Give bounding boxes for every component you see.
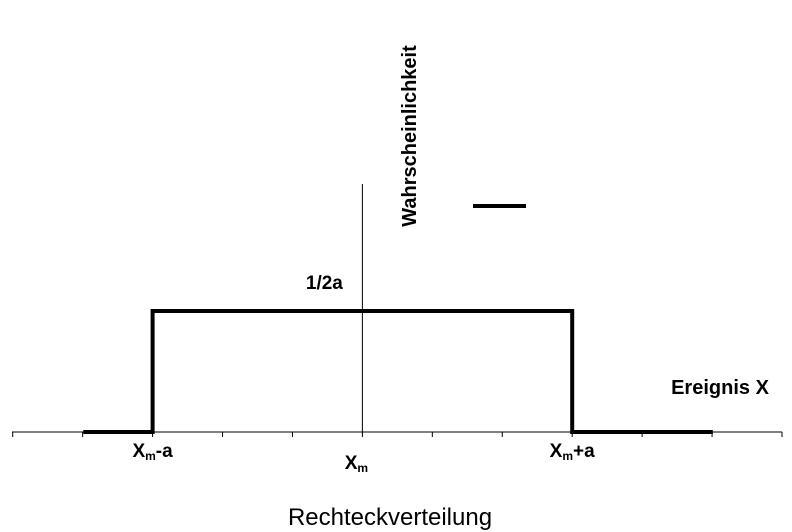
x-tick-label: Xm-a (132, 441, 173, 463)
x-tick-label: Xm+a (550, 441, 595, 463)
chart-title: Rechteckverteilung (288, 504, 492, 531)
x-axis-title: Ereignis X (671, 377, 769, 399)
series-line (83, 309, 713, 434)
y-annotation-label: 1/2a (306, 273, 343, 294)
y-axis-title: Wahrscheinlichkeit (399, 45, 421, 227)
x-tick-labels: Xm-a Xm Xm+a (132, 441, 595, 475)
x-tick-label: Xm (345, 453, 368, 475)
